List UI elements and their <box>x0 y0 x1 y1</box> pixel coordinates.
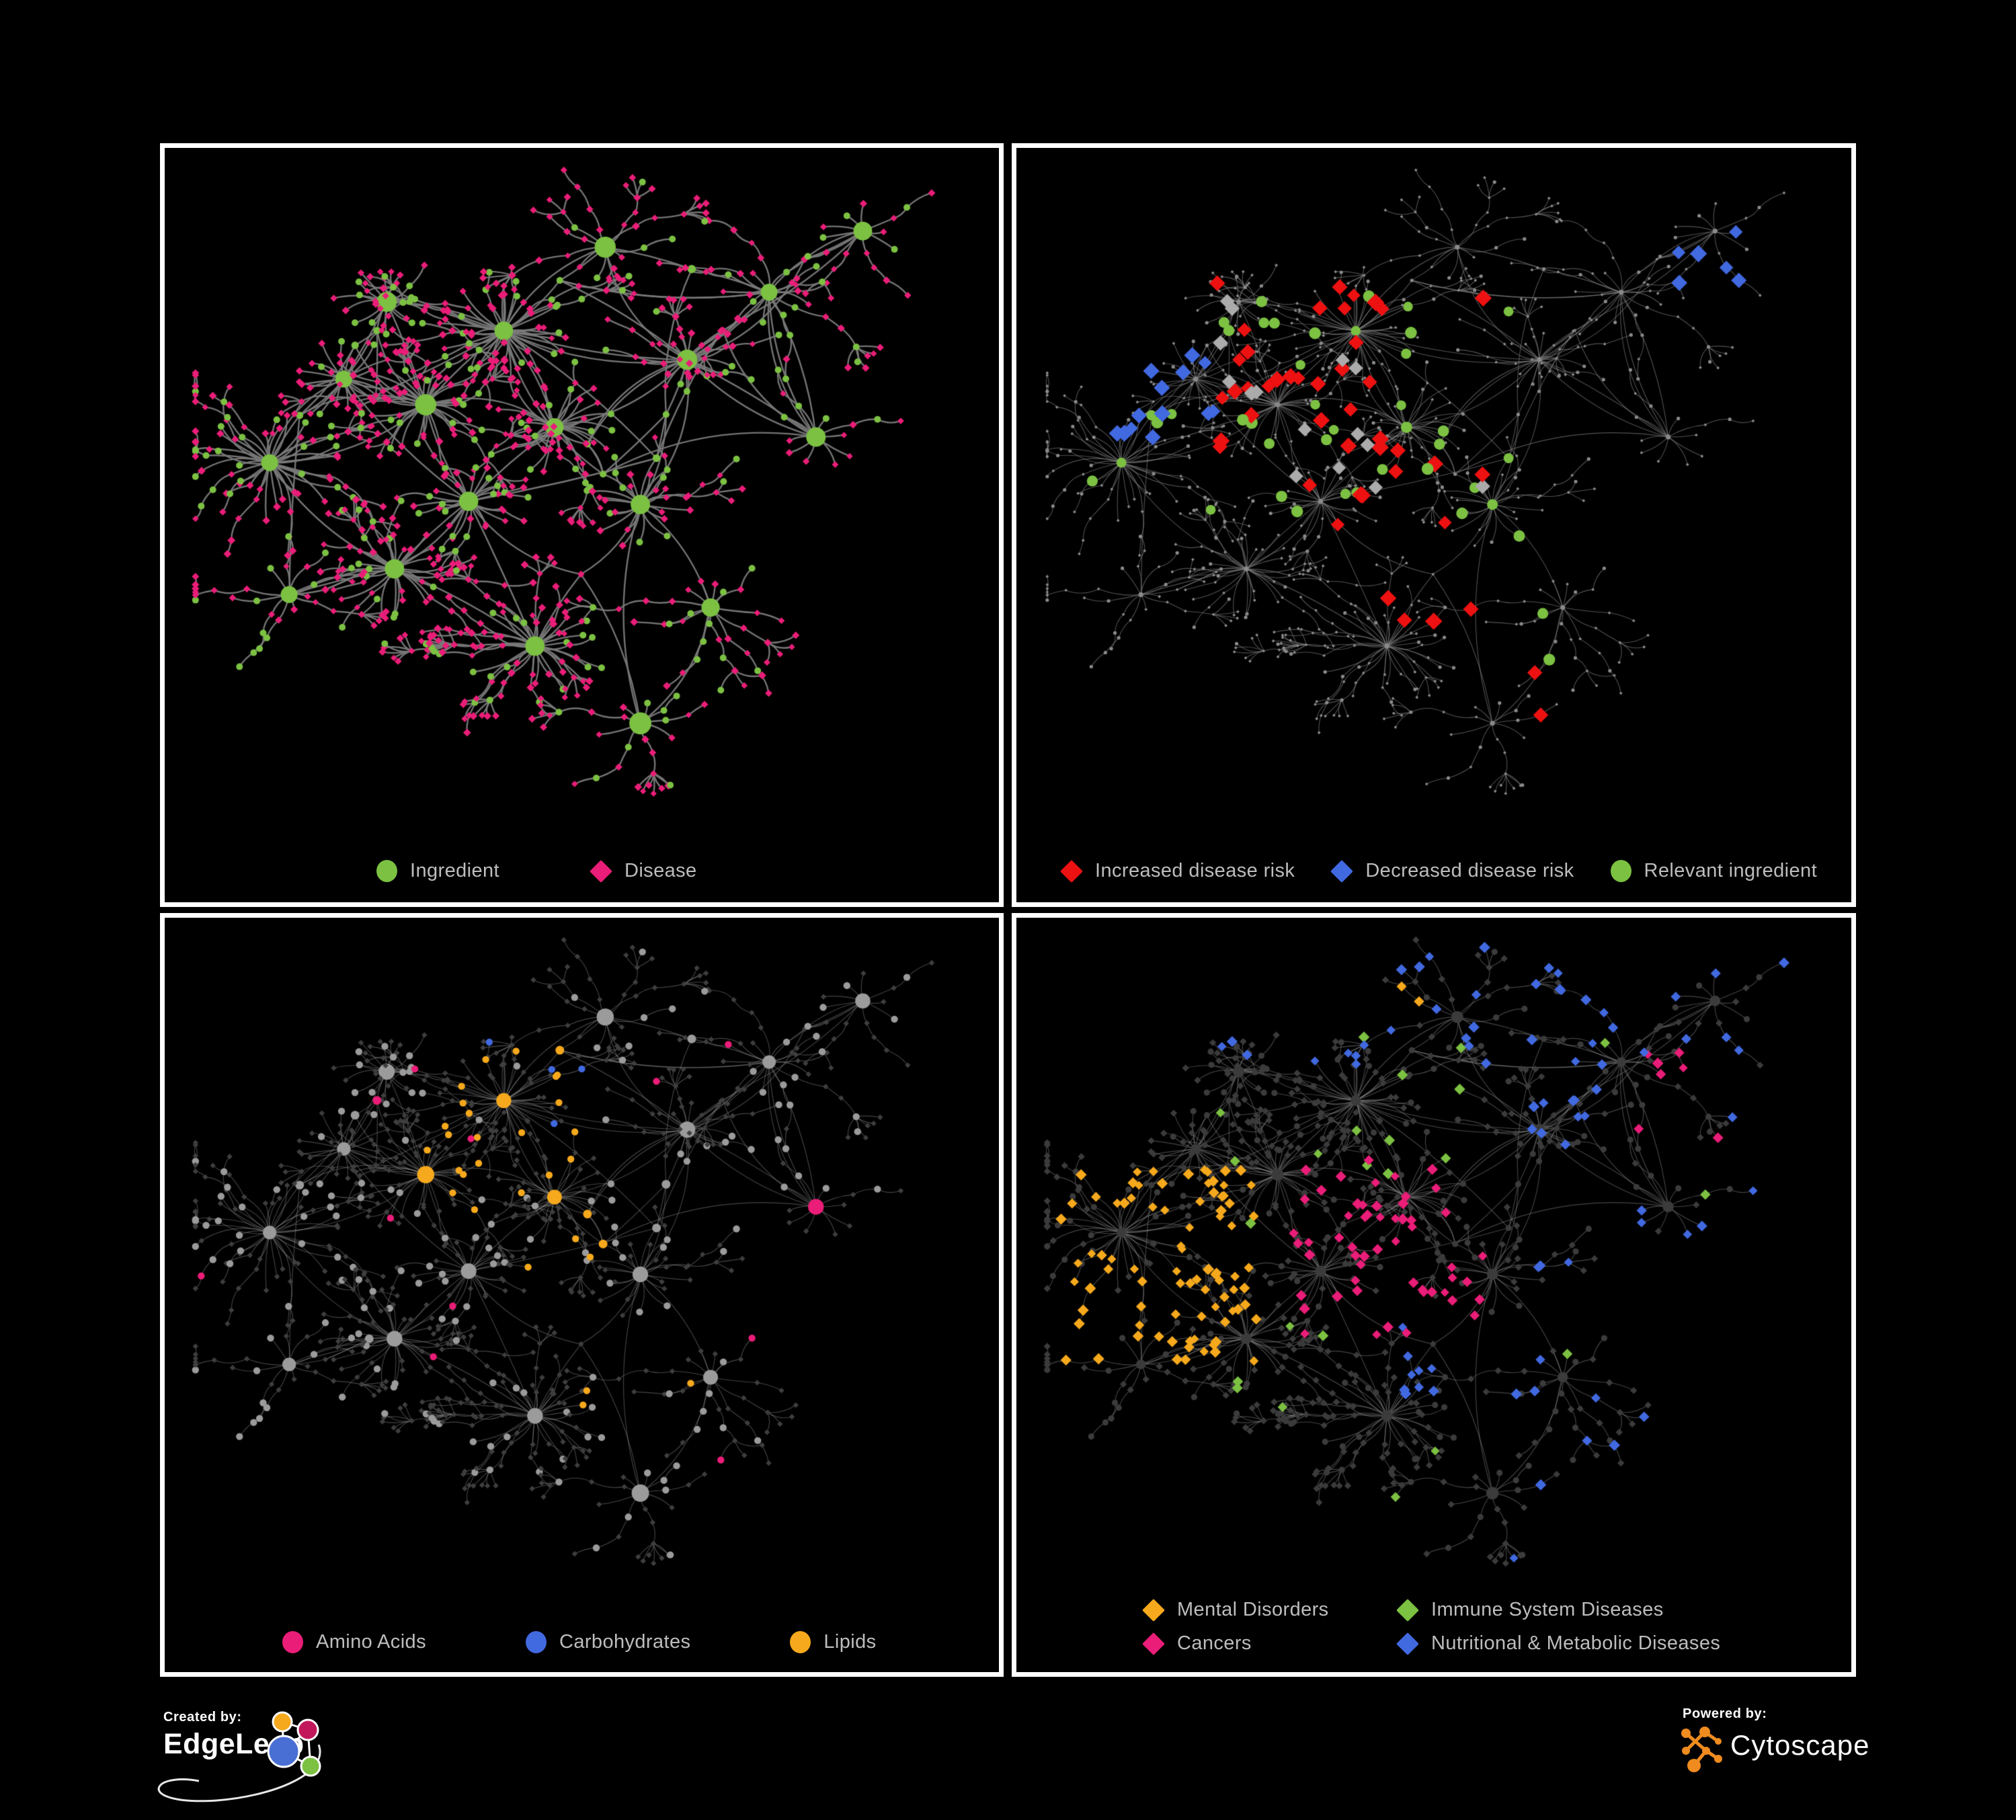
nutritional-metabolic-diseases-marker-icon <box>1396 1632 1419 1655</box>
network-canvas-disease-classes <box>1016 918 1851 1672</box>
disease-marker-icon <box>590 859 612 883</box>
legend-item: Increased disease risk <box>1060 859 1295 883</box>
powered-by-block: Powered by: <box>1683 1706 1767 1722</box>
legend-label: Ingredient <box>410 860 499 881</box>
lipids-marker-icon <box>790 1631 811 1653</box>
legend-ingredient-disease: Ingredient Disease <box>376 859 697 883</box>
network-canvas-ingredient-disease <box>165 148 999 902</box>
mental-disorders-marker-icon <box>1142 1598 1165 1622</box>
legend-label: Carbohydrates <box>559 1631 691 1653</box>
legend-item: Relevant ingredient <box>1610 860 1818 882</box>
legend-label: Lipids <box>823 1631 877 1653</box>
legend-label: Relevant ingredient <box>1644 860 1818 881</box>
legend-label: Immune System Diseases <box>1431 1599 1664 1620</box>
cytoscape-wordmark: Cytoscape <box>1730 1729 1870 1761</box>
network-canvas-nutrient-classes <box>165 918 999 1672</box>
edgeleap-logo-icon <box>267 1711 321 1777</box>
increased-risk-marker-icon <box>1060 859 1083 883</box>
relevant-ingredient-marker-icon <box>1610 860 1631 882</box>
powered-by-label: Powered by: <box>1683 1706 1767 1721</box>
panel-ingredient-disease: Ingredient Disease <box>160 143 1004 907</box>
decreased-risk-marker-icon <box>1330 859 1354 883</box>
legend-label: Disease <box>624 860 697 881</box>
amino-acids-marker-icon <box>282 1631 303 1653</box>
legend-item: Ingredient <box>376 860 499 882</box>
legend-item: Nutritional & Metabolic Diseases <box>1396 1632 1721 1655</box>
legend-label: Cancers <box>1177 1632 1252 1654</box>
legend-item: Carbohydrates <box>525 1631 691 1653</box>
cancers-marker-icon <box>1142 1632 1165 1655</box>
panel-nutrient-classes: Amino Acids Carbohydrates Lipids <box>160 913 1004 1677</box>
legend-disease-risk: Increased disease risk Decreased disease… <box>1060 859 1818 883</box>
cytoscape-logo-icon <box>1681 1727 1722 1772</box>
legend-item: Cancers <box>1142 1632 1397 1655</box>
legend-label: Increased disease risk <box>1095 860 1295 881</box>
legend-item: Disease <box>590 859 697 883</box>
legend-label: Decreased disease risk <box>1365 860 1574 881</box>
legend-item: Mental Disorders <box>1142 1598 1397 1622</box>
legend-item: Amino Acids <box>282 1631 426 1653</box>
legend-item: Lipids <box>790 1631 876 1653</box>
immune-system-diseases-marker-icon <box>1396 1598 1419 1622</box>
legend-item: Decreased disease risk <box>1330 859 1574 883</box>
panel-disease-classes: Mental Disorders Immune System Diseases … <box>1012 913 1856 1677</box>
legend-label: Mental Disorders <box>1177 1599 1329 1620</box>
legend-item: Immune System Diseases <box>1396 1598 1720 1622</box>
legend-disease-classes: Mental Disorders Immune System Diseases … <box>1142 1598 1721 1655</box>
legend-nutrient-classes: Amino Acids Carbohydrates Lipids <box>282 1631 877 1653</box>
legend-label: Nutritional & Metabolic Diseases <box>1431 1632 1721 1654</box>
network-canvas-disease-risk <box>1016 148 1851 902</box>
panel-disease-risk: Increased disease risk Decreased disease… <box>1012 143 1856 907</box>
carbohydrates-marker-icon <box>525 1631 547 1653</box>
created-by-label: Created by: <box>163 1710 242 1725</box>
ingredient-marker-icon <box>376 860 397 882</box>
legend-label: Amino Acids <box>316 1631 426 1653</box>
